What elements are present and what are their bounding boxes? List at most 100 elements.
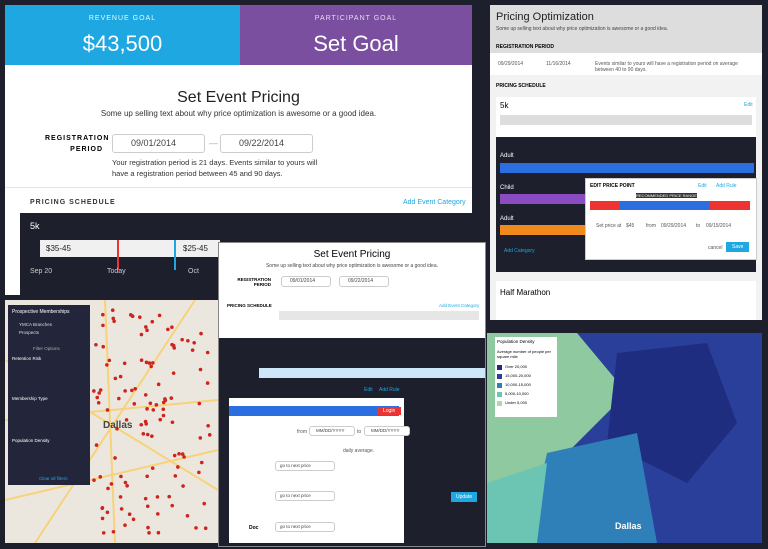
prospect-dot — [118, 374, 123, 379]
add-category[interactable]: Add Event Category — [403, 199, 466, 206]
prospect-dot — [170, 325, 174, 330]
prospect-dot — [180, 337, 184, 342]
prospect-dot — [113, 376, 118, 381]
edit[interactable]: Edit — [364, 387, 373, 393]
prospect-dot — [117, 396, 121, 401]
prospect-dot — [123, 389, 127, 393]
prospect-dot — [205, 350, 210, 355]
registration-label: REGISTRATION PERIOD — [45, 135, 110, 153]
popup-edit[interactable]: Edit — [698, 183, 707, 189]
city: Dallas — [615, 521, 642, 531]
prospect-dot — [118, 495, 123, 499]
login[interactable]: Login — [377, 407, 402, 415]
prospect-dot — [144, 360, 149, 365]
range-bar — [229, 406, 399, 416]
popup-add-rule[interactable]: Add Rule — [716, 183, 737, 189]
prospect-dot — [113, 456, 117, 460]
revenue-label: REVENUE GOAL — [88, 15, 157, 22]
price-range: $35-45 — [46, 244, 71, 253]
timeline-label: Today — [107, 268, 126, 275]
prospect-dot — [101, 531, 106, 535]
today-line — [117, 240, 119, 270]
legend-title: Average number of people per square mile — [497, 349, 551, 359]
row-label: Adult — [500, 216, 514, 222]
prospect-dot — [150, 434, 154, 438]
prospect-dot — [125, 483, 129, 488]
prospect-dot — [167, 494, 172, 499]
from: from — [297, 429, 307, 435]
prospect-dot — [143, 393, 148, 397]
prospect-dot — [147, 361, 152, 365]
prospect-dot — [97, 391, 102, 395]
prospect-dot — [101, 312, 105, 317]
next-price: go to next price — [275, 522, 335, 532]
prospect-dot — [145, 474, 149, 479]
overlay-panel: Set Event Pricing Some up selling text a… — [218, 242, 486, 547]
prospect-dot — [139, 422, 144, 427]
price-range: $25-45 — [183, 244, 208, 253]
participant-value: Set Goal — [313, 31, 399, 56]
cancel[interactable]: cancel — [708, 245, 723, 251]
update[interactable]: Update — [451, 492, 478, 502]
clear[interactable]: Clear all filters — [39, 476, 68, 481]
prospect-dot — [151, 361, 155, 365]
prospect-dot — [106, 486, 110, 491]
prospect-dot — [161, 407, 166, 412]
prospect-dot — [150, 319, 155, 324]
add-category[interactable]: Add Event Category — [439, 303, 480, 308]
region — [487, 463, 547, 543]
prospect-dot — [111, 316, 116, 321]
map — [5, 300, 218, 543]
prospect-dot — [115, 426, 119, 431]
prospect-dot — [145, 328, 149, 333]
to-date: 09/15/2014 — [706, 223, 732, 229]
end-date: 09/22/2014 — [220, 134, 313, 153]
legend-swatch — [497, 383, 502, 388]
prospect-dot — [198, 436, 203, 440]
daily-average: daily average. — [343, 448, 375, 454]
start-date: 09/01/2014 — [112, 134, 205, 153]
prospect-dot — [177, 452, 181, 456]
prospect-dot — [147, 531, 151, 535]
header — [490, 5, 762, 53]
edit[interactable]: Edit — [744, 102, 753, 108]
range-mid — [620, 201, 710, 210]
category: 5k — [500, 101, 509, 110]
city: Dallas — [103, 420, 133, 431]
row-bar — [500, 194, 590, 204]
popup-title: EDIT PRICE POINT — [590, 183, 635, 189]
prospect-dot — [127, 512, 132, 517]
prospect-dot — [205, 381, 210, 385]
range-line — [174, 240, 176, 270]
region — [527, 433, 657, 543]
category: 5k — [30, 221, 40, 231]
map-title: Population Density — [497, 339, 535, 344]
filter: Filter Options — [33, 346, 60, 351]
prospect-dot — [124, 418, 129, 422]
prospect-dot — [157, 313, 162, 318]
timeline-label: Oct — [188, 268, 199, 275]
section: Membership Type — [12, 396, 48, 401]
prospect-dot — [155, 512, 160, 516]
prospect-dot — [109, 482, 114, 486]
prospect-dot — [186, 338, 190, 343]
pricing-schedule: PRICING SCHEDULE — [227, 303, 272, 308]
add-rule[interactable]: Add Rule — [379, 387, 400, 393]
add-category[interactable]: Add Category — [504, 248, 535, 254]
pricing-schedule: PRICING SCHEDULE — [496, 83, 546, 89]
legend-item: Prospects — [19, 330, 40, 335]
prospect-dot — [101, 323, 105, 328]
prospect-dot — [133, 386, 138, 391]
legend-item: 5,000-10,000 — [505, 391, 529, 396]
prospect-dot — [192, 340, 196, 345]
save[interactable]: Save — [726, 242, 750, 252]
legend-item: 15,000-20,000 — [505, 373, 531, 378]
prospect-dot — [171, 371, 176, 375]
membership-map: Prospective Memberships YMCA Branches Pr… — [5, 300, 218, 543]
prospect-dot — [145, 432, 150, 437]
map — [487, 333, 762, 543]
prospect-dot — [112, 319, 116, 324]
prospect-dot — [141, 432, 146, 436]
revenue-box — [5, 5, 240, 65]
